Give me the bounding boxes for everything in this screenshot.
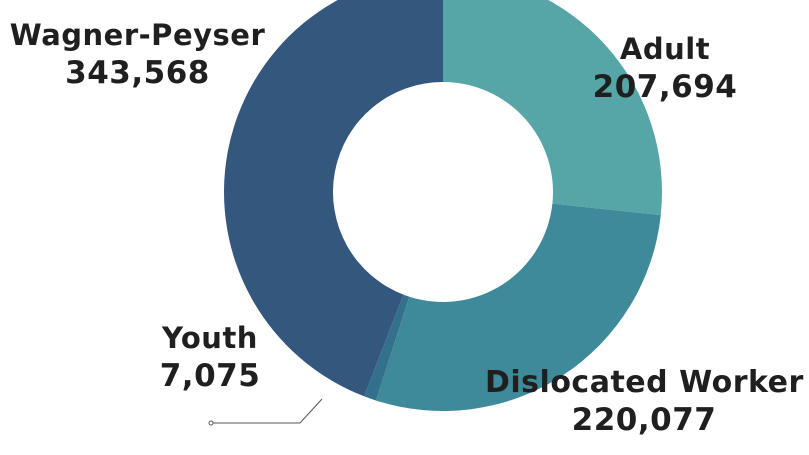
youth-label: Youth 7,075 <box>140 323 280 393</box>
dislocated-worker-name: Dislocated Worker <box>485 366 803 399</box>
adult-value: 207,694 <box>585 70 745 104</box>
adult-label: Adult 207,694 <box>585 34 745 104</box>
leader-line-end-dot <box>209 421 213 425</box>
wagner-peyser-label: Wagner-Peyser 343,568 <box>5 20 270 90</box>
adult-name: Adult <box>585 34 745 66</box>
dislocated-worker-label: Dislocated Worker 220,077 <box>485 366 803 437</box>
wagner-peyser-name: Wagner-Peyser <box>5 20 270 52</box>
youth-leader-line <box>209 399 322 425</box>
wagner-peyser-value: 343,568 <box>5 56 270 90</box>
youth-value: 7,075 <box>140 359 280 393</box>
leader-line <box>211 399 322 423</box>
dislocated-worker-value: 220,077 <box>485 403 803 437</box>
youth-name: Youth <box>140 323 280 355</box>
